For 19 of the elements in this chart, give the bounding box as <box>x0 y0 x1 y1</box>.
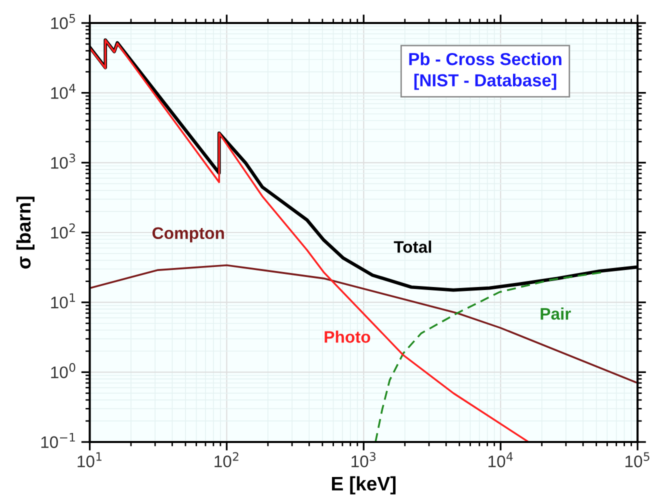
text: Pb - Cross Section [NIST - Database] <box>409 52 562 90</box>
x-tick-label: 10$^{1}$ <box>78 452 102 468</box>
x-tick-label: 10$^{5}$ <box>625 452 650 468</box>
x-axis-title: E [keV] <box>332 476 396 494</box>
y-tick-label: 10$^{3}$ <box>51 154 76 169</box>
y-tick-label: 10$^{−1}$ <box>41 433 75 448</box>
y-tick-label: 10$^{5}$ <box>51 14 75 30</box>
y-tick-label: 10$^{4}$ <box>51 84 76 99</box>
series-label: Total <box>394 240 432 253</box>
y-tick-label: 10$^{1}$ <box>51 293 75 308</box>
y-tick-label: 10$^{2}$ <box>51 223 75 239</box>
y-axis-title: σ [barn] <box>16 196 35 269</box>
series-label: Photo <box>324 330 370 343</box>
series-label: Pair <box>540 307 571 320</box>
x-tick-label: 10$^{3}$ <box>352 452 376 468</box>
x-tick-label: 10$^{4}$ <box>488 452 513 468</box>
series-label: Compton <box>152 227 224 242</box>
x-tick-label: 10$^{2}$ <box>214 452 238 468</box>
y-tick-label: 10$^{0}$ <box>51 363 76 378</box>
